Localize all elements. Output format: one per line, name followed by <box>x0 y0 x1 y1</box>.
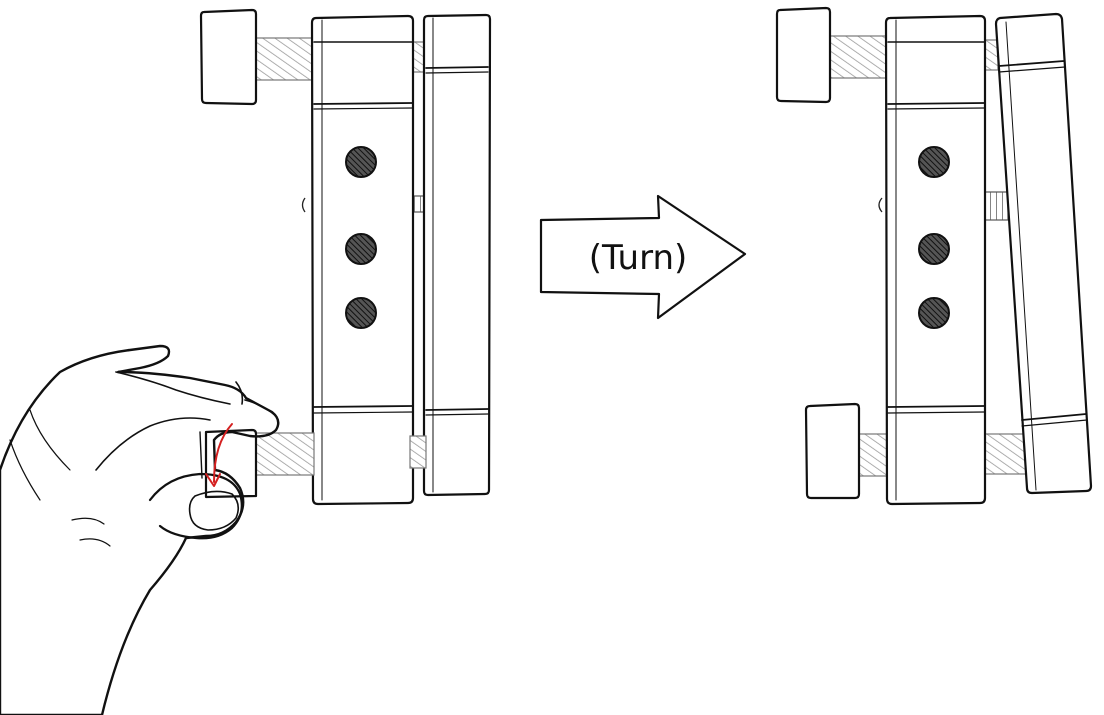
curved-turn-arrow-icon <box>205 423 233 487</box>
bottom-screw-rod <box>855 433 891 477</box>
middle-screw-head <box>878 197 883 213</box>
turn-arrow: (Turn) <box>539 194 747 320</box>
secondary-jaw <box>422 13 492 497</box>
clamp-after <box>775 6 1093 506</box>
bottom-screw-rod-exit <box>409 435 427 469</box>
clamp-before <box>199 8 492 506</box>
top-screw-rod <box>825 35 889 79</box>
hole-1 <box>345 146 377 178</box>
middle-screw-head <box>301 197 306 213</box>
bottom-screw-rod <box>249 432 315 476</box>
hand-turning-knob-icon <box>0 344 280 715</box>
hole-1 <box>918 146 950 178</box>
hole-3 <box>345 297 377 329</box>
secondary-jaw-tilted <box>994 12 1093 495</box>
middle-screw-thread <box>981 191 1009 221</box>
top-screw-rod <box>249 37 323 81</box>
bottom-knob <box>804 402 861 500</box>
hole-2 <box>345 233 377 265</box>
top-knob <box>775 6 832 104</box>
hole-3 <box>918 297 950 329</box>
top-knob <box>199 8 258 106</box>
bottom-screw-rod-exit <box>979 433 1027 475</box>
turn-arrow-label: (Turn) <box>589 238 688 278</box>
hole-2 <box>918 233 950 265</box>
